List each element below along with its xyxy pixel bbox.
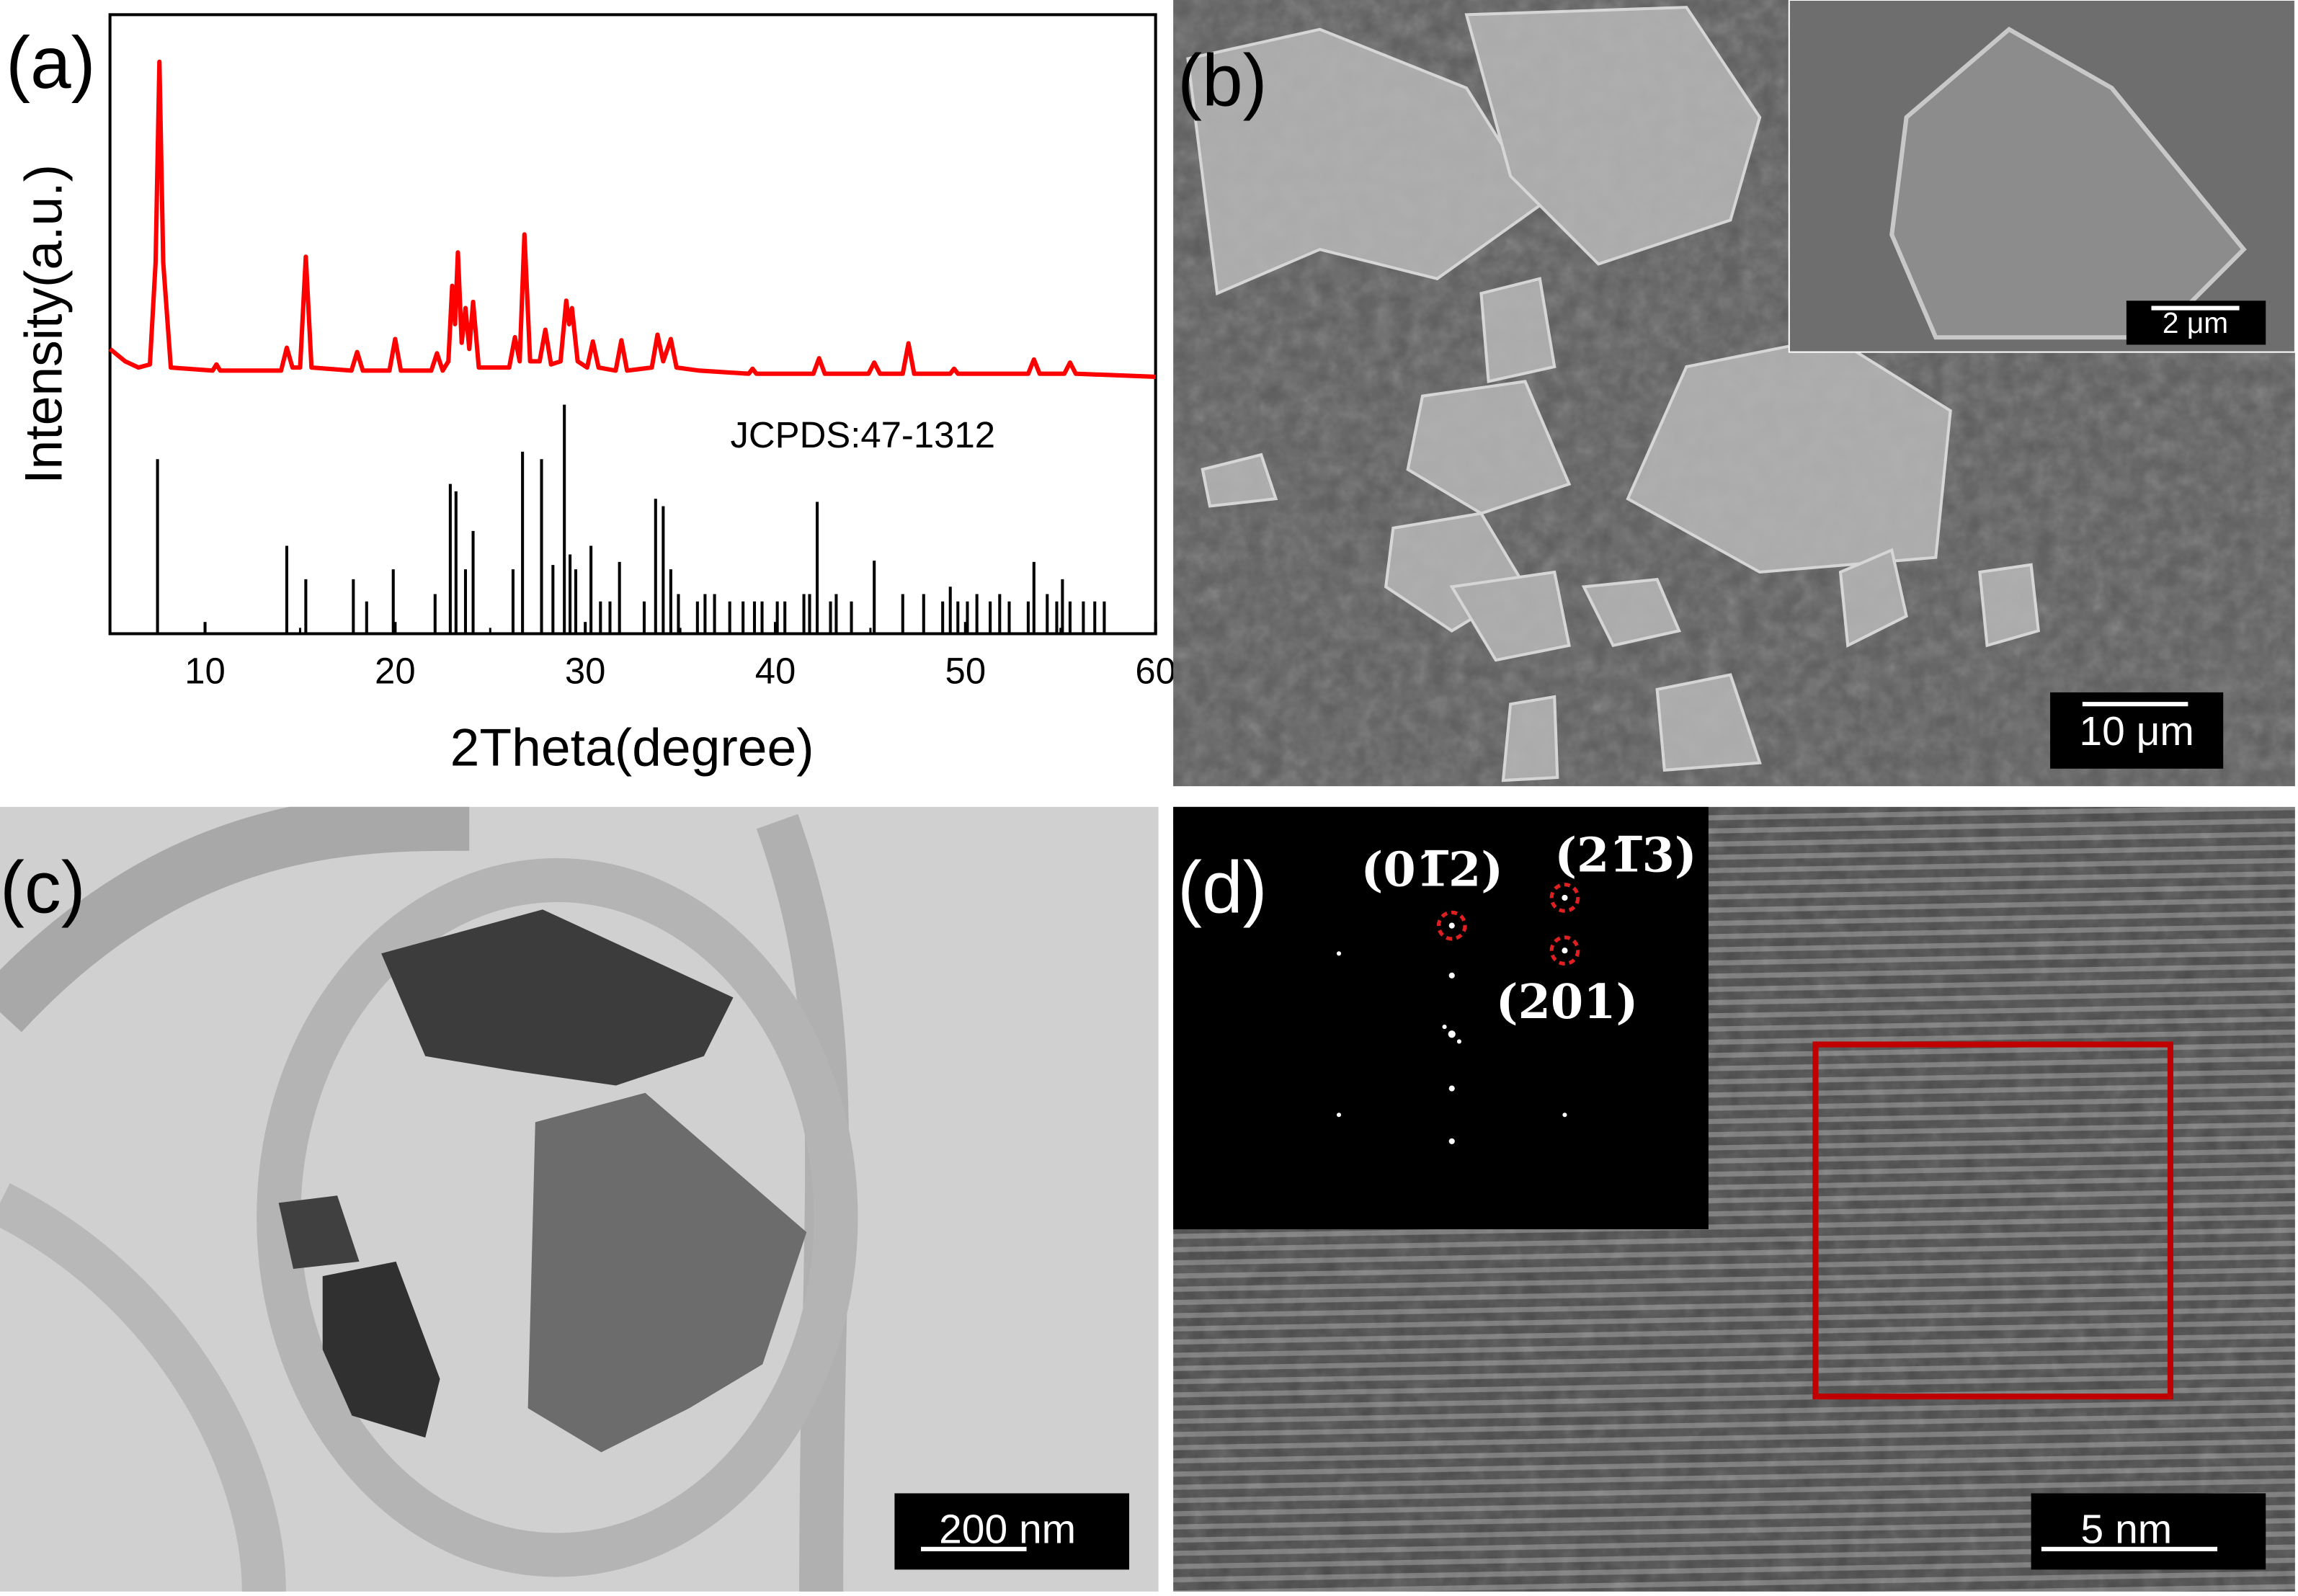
y-axis-label: Intensity(a.u.) — [14, 164, 73, 484]
tem-image — [0, 806, 1159, 1592]
scale-bar-label: 10 μm — [2079, 708, 2194, 754]
scale-bar-label: 2 μm — [2163, 306, 2228, 339]
x-tick-label: 30 — [565, 651, 606, 692]
panel-label: (b) — [1177, 40, 1267, 122]
x-tick-label: 60 — [1135, 651, 1176, 692]
panel-label: (d) — [1177, 846, 1267, 928]
x-tick-label: 10 — [184, 651, 226, 692]
sem-image — [1173, 0, 2295, 787]
x-tick-label: 50 — [945, 651, 987, 692]
fft-label: (201) — [1496, 975, 1639, 1030]
xrd-line — [108, 59, 1156, 379]
fft-label: (01̅2) — [1361, 843, 1504, 898]
scale-bar-label: 200 nm — [939, 1507, 1076, 1553]
panel-label: (a) — [6, 22, 95, 104]
fft-label: (21̅3) — [1554, 828, 1697, 883]
plot-frame — [108, 13, 1157, 636]
x-axis-label: 2Theta(degree) — [450, 718, 814, 777]
xrd-plot: 10 20 30 40 50 60 — [108, 59, 1176, 692]
x-tick-label: 40 — [755, 651, 796, 692]
x-tick-label: 20 — [375, 651, 416, 692]
reference-label: JCPDS:47-1312 — [730, 414, 995, 455]
scale-bar-label: 5 nm — [2081, 1507, 2173, 1553]
hrtem-image — [1173, 806, 2295, 1592]
panel-label: (c) — [0, 846, 86, 928]
